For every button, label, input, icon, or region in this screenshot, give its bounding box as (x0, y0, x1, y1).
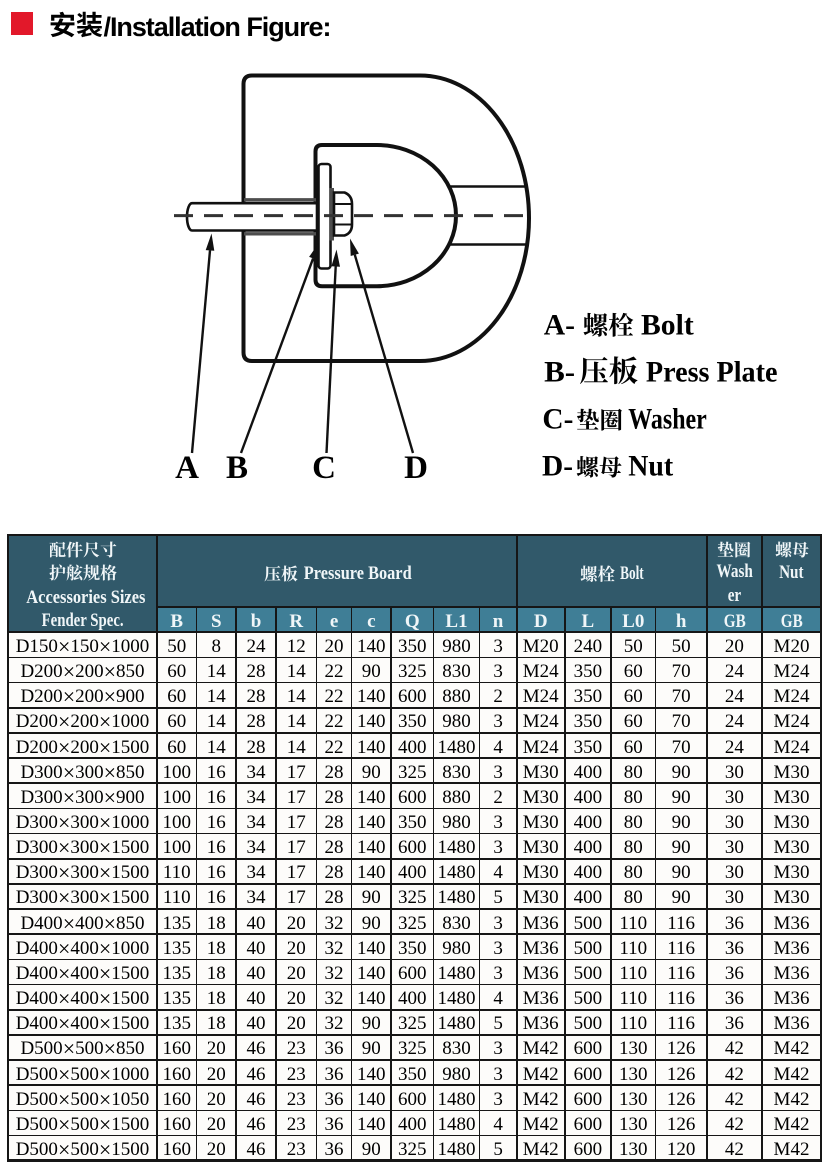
svg-text:C: C (312, 450, 336, 486)
svg-text:B-: B- (544, 356, 575, 389)
svg-text:Nut: Nut (628, 450, 673, 483)
svg-text:B: B (226, 450, 248, 486)
svg-text:D-: D- (542, 450, 573, 483)
svg-text:A: A (175, 450, 199, 486)
svg-text:Press Plate: Press Plate (646, 356, 778, 389)
svg-text:A-: A- (544, 309, 575, 342)
svg-text:Bolt: Bolt (641, 309, 694, 342)
svg-text:Washer: Washer (628, 403, 707, 436)
svg-text:D: D (404, 450, 428, 486)
svg-text:C-: C- (542, 403, 573, 436)
